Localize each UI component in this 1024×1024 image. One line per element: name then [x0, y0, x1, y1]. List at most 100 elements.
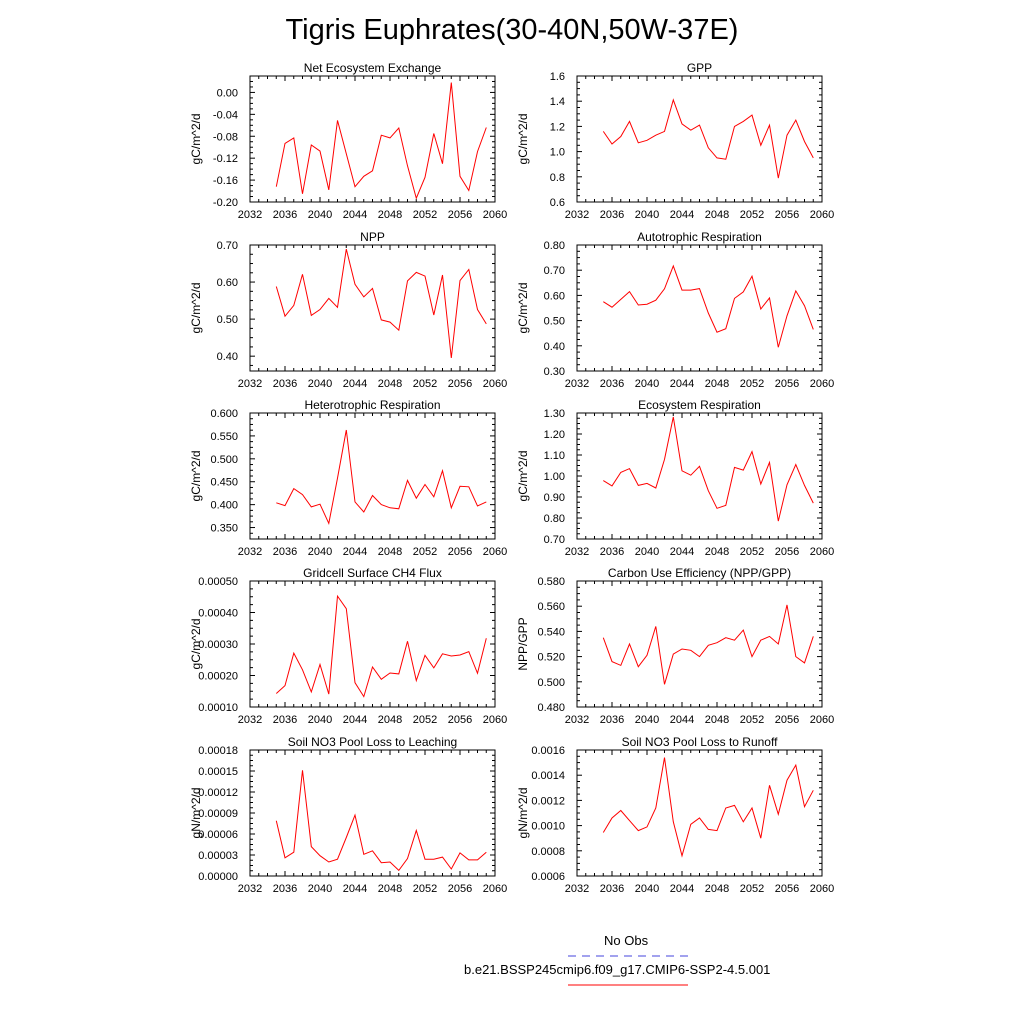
x-tick-label: 2048	[705, 378, 729, 390]
x-tick-label: 2052	[413, 883, 437, 895]
x-tick-label: 2040	[635, 209, 659, 221]
x-tick-label: 2044	[670, 378, 694, 390]
y-tick-label: 1.30	[544, 408, 565, 420]
series-line-heterotrophic-respiration	[276, 429, 487, 526]
y-tick-label: 0.6	[550, 197, 565, 209]
x-tick-label: 2052	[413, 546, 437, 558]
series-line-ecosystem-respiration	[603, 416, 814, 522]
x-tick-label: 2060	[483, 546, 507, 558]
y-tick-label: 1.00	[544, 471, 565, 483]
x-tick-label: 2052	[413, 714, 437, 726]
x-tick-label: 2044	[343, 378, 367, 390]
panel-gpp: GPP gC/m^2/d 2032 2036 2040 2044 2048 2052 2056 2…	[516, 61, 834, 221]
plot-frame	[249, 580, 496, 708]
series-line-npp	[275, 248, 487, 359]
panel-title: GPP	[687, 61, 712, 75]
y-tick-label: 0.580	[537, 576, 565, 588]
y-tick-label: -0.20	[213, 197, 238, 209]
x-tick-label: 2048	[705, 883, 729, 895]
y-tick-label: 0.00040	[198, 608, 238, 620]
y-tick-label: 0.60	[217, 277, 238, 289]
x-tick-label: 2044	[670, 209, 694, 221]
y-tick-label: 0.00	[217, 87, 238, 99]
x-tick-label: 2032	[238, 546, 262, 558]
y-axis-label: gC/m^2/d	[516, 114, 530, 165]
plot-frame	[576, 75, 823, 203]
y-tick-label: 0.40	[544, 341, 565, 353]
x-tick-label: 2060	[810, 209, 834, 221]
x-tick-label: 2040	[635, 546, 659, 558]
x-tick-label: 2044	[343, 714, 367, 726]
panel-soil-no3-pool-loss-to-leaching: Soil NO3 Pool Loss to Leaching gN/m^2/d 20…	[189, 735, 507, 895]
x-tick-label: 2040	[308, 546, 332, 558]
panels-group: Net Ecosystem Exchange gC/m^2/d 2032 2036 20…	[189, 61, 834, 895]
y-tick-label: 0.00012	[198, 787, 238, 799]
x-tick-label: 2036	[600, 714, 624, 726]
legend	[568, 955, 688, 986]
x-tick-label: 2032	[238, 883, 262, 895]
x-tick-label: 2056	[448, 714, 472, 726]
y-tick-label: 0.0014	[531, 770, 565, 782]
plot-frame	[576, 580, 823, 708]
panel-heterotrophic-respiration: Heterotrophic Respiration gC/m^2/d 2032 203…	[189, 398, 507, 558]
panel-title: Net Ecosystem Exchange	[304, 61, 442, 75]
y-axis-label: gN/m^2/d	[516, 788, 530, 839]
y-tick-label: 0.60	[544, 290, 565, 302]
y-tick-label: 0.70	[544, 265, 565, 277]
y-tick-label: 0.400	[210, 500, 238, 512]
y-axis-label: gC/m^2/d	[189, 619, 203, 670]
x-tick-label: 2048	[378, 546, 402, 558]
x-tick-label: 2060	[483, 883, 507, 895]
y-tick-label: 0.0010	[531, 821, 565, 833]
x-tick-label: 2032	[565, 883, 589, 895]
x-tick-label: 2060	[483, 714, 507, 726]
y-tick-label: 0.40	[217, 351, 238, 363]
x-tick-label: 2036	[600, 378, 624, 390]
x-tick-label: 2036	[273, 883, 297, 895]
x-tick-label: 2060	[483, 209, 507, 221]
y-tick-label: 0.550	[210, 431, 238, 443]
y-tick-label: -0.08	[213, 131, 238, 143]
y-tick-label: 0.00050	[198, 576, 238, 588]
y-tick-label: 0.0012	[531, 795, 565, 807]
plot-frame	[576, 244, 823, 372]
x-tick-label: 2036	[600, 883, 624, 895]
panel-title: Ecosystem Respiration	[638, 398, 761, 412]
y-tick-label: 0.90	[544, 492, 565, 504]
y-tick-label: 1.10	[544, 450, 565, 462]
x-tick-label: 2052	[740, 378, 764, 390]
x-tick-label: 2060	[810, 883, 834, 895]
x-tick-label: 2032	[565, 378, 589, 390]
x-tick-label: 2056	[775, 209, 799, 221]
x-tick-label: 2044	[343, 883, 367, 895]
legend-obs-label: No Obs	[604, 933, 649, 948]
panel-net-ecosystem-exchange: Net Ecosystem Exchange gC/m^2/d 2032 2036 20…	[189, 61, 507, 221]
x-tick-label: 2060	[483, 378, 507, 390]
x-tick-label: 2060	[810, 714, 834, 726]
series-line-carbon-use-efficiency-npp-gpp	[602, 604, 814, 685]
x-tick-label: 2044	[670, 883, 694, 895]
x-tick-label: 2040	[308, 378, 332, 390]
y-tick-label: 0.0008	[531, 846, 565, 858]
panel-gridcell-surface-ch4-flux: Gridcell Surface CH4 Flux gC/m^2/d 2032 203…	[189, 566, 507, 726]
panel-title: Soil NO3 Pool Loss to Runoff	[622, 735, 779, 749]
plot-frame	[576, 749, 823, 877]
plot-frame	[249, 244, 496, 372]
x-tick-label: 2040	[635, 378, 659, 390]
x-tick-label: 2052	[740, 714, 764, 726]
plot-frame	[249, 75, 496, 203]
y-tick-label: 0.600	[210, 408, 238, 420]
y-tick-label: 0.00018	[198, 745, 238, 757]
y-tick-label: 0.00003	[198, 850, 238, 862]
panel-title: Heterotrophic Respiration	[304, 398, 440, 412]
y-tick-label: 0.80	[544, 513, 565, 525]
y-axis-label: gC/m^2/d	[189, 283, 203, 334]
x-tick-label: 2048	[378, 883, 402, 895]
panel-title: Carbon Use Efficiency (NPP/GPP)	[608, 566, 791, 580]
x-tick-label: 2056	[775, 883, 799, 895]
y-axis-label: gC/m^2/d	[516, 451, 530, 502]
x-tick-label: 2048	[378, 378, 402, 390]
x-tick-label: 2052	[413, 378, 437, 390]
x-tick-label: 2036	[273, 714, 297, 726]
series-line-net-ecosystem-exchange	[275, 82, 487, 200]
